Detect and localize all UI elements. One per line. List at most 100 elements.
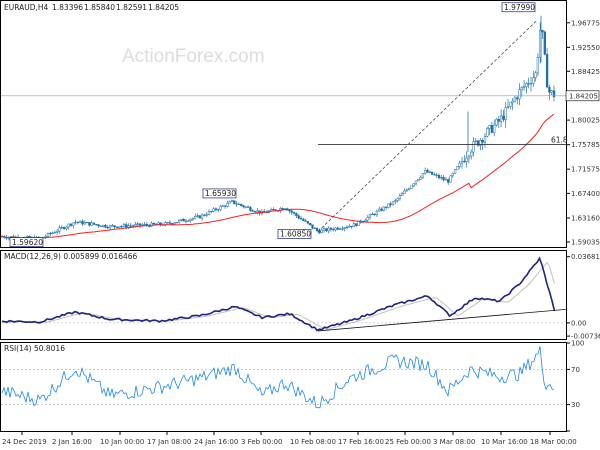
candle-body <box>483 135 487 143</box>
candle-body <box>364 219 367 222</box>
macd-pane <box>0 250 567 340</box>
candle-body <box>299 217 303 220</box>
candle-body <box>214 208 218 211</box>
candle-body <box>182 218 185 222</box>
candle-body <box>187 220 190 222</box>
candle-body <box>302 218 305 221</box>
candle-body <box>341 228 344 230</box>
candle-body <box>481 140 484 143</box>
macd-axis: 0.036815 0.00 -0.007365 <box>566 253 600 341</box>
rsi-tick-label: 70 <box>571 366 580 374</box>
candle-body <box>217 209 220 211</box>
candle-body <box>315 228 319 232</box>
candle-body <box>292 212 296 214</box>
fib-level-label: 61.8 <box>551 135 568 144</box>
candle-body <box>85 222 89 224</box>
price-tick-label: 1.88425 <box>571 68 600 76</box>
candle-body <box>345 226 349 228</box>
candle-body <box>472 141 475 153</box>
candle-body <box>244 206 247 208</box>
time-tick-label: 3 Mar 08:00 <box>433 438 475 446</box>
rsi-title: RSI(14) 50.8016 <box>4 344 65 353</box>
macd-title: MACD(12,26,9) 0.005899 0.016466 <box>4 252 138 261</box>
candle-body <box>327 227 330 232</box>
candle-body <box>378 208 381 212</box>
candle-body <box>545 54 549 88</box>
candle-body <box>166 222 169 224</box>
candle-body <box>198 215 201 219</box>
candle-body <box>304 220 307 222</box>
candle-body <box>297 215 300 219</box>
candle-body <box>67 223 70 228</box>
current-price-tag <box>565 90 600 102</box>
candle-body <box>518 89 521 100</box>
candle-body <box>249 207 252 211</box>
candle-body <box>69 223 73 226</box>
candle-body <box>58 227 61 232</box>
candle-body <box>272 209 275 211</box>
candle-body <box>311 224 314 229</box>
candle-body <box>541 29 544 33</box>
candle-body <box>251 210 254 212</box>
price-tick-label: 1.80025 <box>571 117 600 125</box>
candle-body <box>118 226 121 228</box>
candle-body <box>470 151 473 157</box>
candle-body <box>235 203 238 205</box>
candle-body <box>414 180 418 185</box>
candle-body <box>76 221 80 223</box>
candle-body <box>433 174 436 176</box>
candle-body <box>338 228 342 230</box>
ohlc-close: 1.84205 <box>148 3 179 12</box>
candle-body <box>456 166 459 170</box>
candle-body <box>212 208 215 212</box>
candle-body <box>447 179 450 183</box>
price-axis: 1.96775 1.92550 1.88425 1.80025 1.75785 1.715… <box>565 19 600 246</box>
candle-body <box>532 77 535 84</box>
rsi-axis: 100 70 30 <box>566 340 584 432</box>
candle-body <box>417 178 420 182</box>
candle-body <box>373 213 376 215</box>
candle-body <box>173 222 176 225</box>
candle-body <box>111 225 114 227</box>
candle-body <box>401 193 404 196</box>
time-tick-label: 10 Jan 00:00 <box>100 438 144 446</box>
candle-body <box>467 155 471 159</box>
time-tick-label: 24 Jan 16:00 <box>194 438 238 446</box>
candle-body <box>127 225 130 228</box>
candle-body <box>424 169 427 174</box>
candle-body <box>334 227 337 231</box>
rsi-series <box>1 346 566 409</box>
candle-body <box>256 210 259 213</box>
candle-body <box>419 176 422 180</box>
price-pane <box>0 0 567 248</box>
ohlc-low: 1.82591 <box>116 3 147 12</box>
candle-body <box>223 205 227 207</box>
candle-body <box>490 125 494 133</box>
macd-tick-label: 0.00 <box>571 319 587 327</box>
candle-body <box>189 218 192 222</box>
candle-body <box>221 205 224 207</box>
time-tick-label: 3 Feb 00:00 <box>241 438 282 446</box>
candle-body <box>502 115 505 120</box>
candle-body <box>486 128 489 137</box>
candle-body <box>184 220 188 222</box>
candle-body <box>442 177 445 180</box>
candle-body <box>210 210 213 212</box>
candle-body <box>352 223 356 227</box>
price-series: 61.8 1.97990 1.65930 1.60850 1.59620 <box>0 2 568 247</box>
candle-body <box>242 205 245 208</box>
price-annotation-box <box>501 2 536 13</box>
candle-body <box>453 169 457 174</box>
candle-body <box>143 223 146 226</box>
candle-body <box>295 213 298 217</box>
candle-body <box>207 211 211 215</box>
candle-body <box>62 227 66 230</box>
candle-body <box>343 227 346 230</box>
candle-body <box>253 211 257 213</box>
candle-body <box>403 190 406 194</box>
candle-body <box>125 224 128 228</box>
candle-body <box>525 83 528 87</box>
candle-body <box>437 175 441 179</box>
candle-body <box>348 225 351 228</box>
